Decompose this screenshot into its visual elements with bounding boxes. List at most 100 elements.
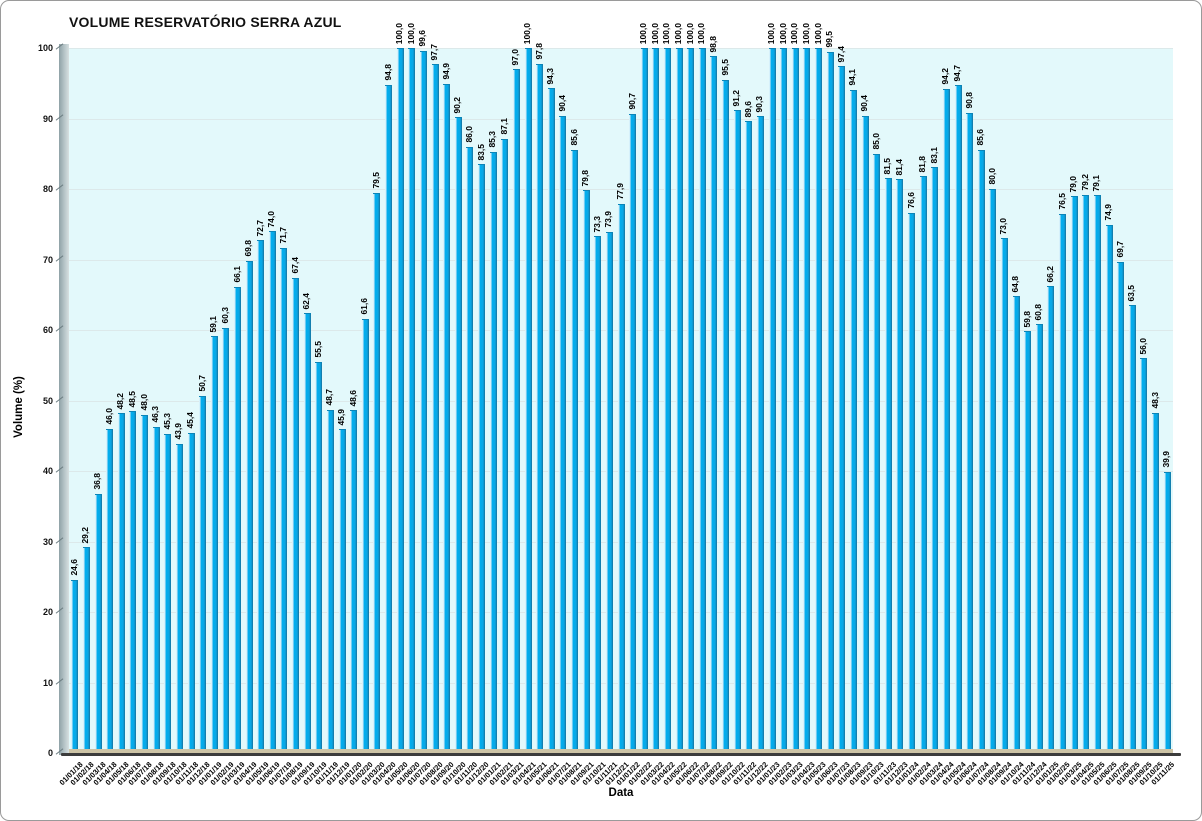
bar-value-label: 100,0: [777, 22, 788, 44]
bar: [687, 48, 695, 753]
bar-value-label: 100,0: [684, 22, 695, 44]
bar: [164, 433, 172, 753]
bar-value-label: 97,7: [429, 43, 440, 61]
bar-value-label: 60,3: [219, 307, 230, 324]
bar-value-label: 81,4: [893, 158, 904, 176]
x-axis-line: [61, 753, 1181, 756]
bar: [826, 51, 834, 753]
bar: [1024, 331, 1032, 753]
bar: [315, 361, 323, 753]
bar-value-label: 94,2: [940, 68, 951, 85]
bar: [431, 64, 439, 753]
bar-value-label: 94,1: [847, 69, 858, 86]
y-tick-label: 50: [42, 395, 53, 406]
bar: [791, 48, 799, 753]
bar-value-label: 94,7: [952, 64, 962, 82]
bar-value-label: 100,0: [649, 22, 660, 44]
bar: [1012, 296, 1020, 753]
bar-value-label: 67,4: [289, 257, 300, 274]
bar: [1152, 412, 1160, 753]
bar-value-label: 73,9: [603, 211, 614, 229]
bar-value-label: 79,5: [370, 171, 381, 189]
bar: [175, 443, 183, 753]
bar-value-label: 56,0: [1137, 337, 1148, 355]
bar-value-label: 60,8: [1033, 303, 1044, 321]
bar: [896, 179, 904, 753]
bar-value-label: 100,0: [661, 22, 672, 44]
bar-value-label: 100,0: [394, 22, 405, 44]
bar-value-label: 46,0: [103, 408, 114, 425]
bar-value-label: 81,5: [882, 157, 893, 175]
bar-value-label: 48,0: [138, 394, 149, 411]
bar-value-label: 99,6: [417, 30, 428, 47]
gridline: [69, 118, 1173, 120]
gridline: [69, 48, 1173, 49]
bar: [919, 176, 927, 753]
bar-value-label: 59,1: [208, 315, 219, 333]
bar-value-label: 59,8: [1021, 310, 1032, 328]
bar: [1000, 238, 1008, 753]
bar-value-label: 100,0: [766, 22, 777, 44]
bar-value-label: 94,3: [545, 67, 556, 85]
bar: [571, 149, 579, 753]
bar: [675, 48, 683, 753]
bar: [594, 236, 602, 753]
bar-value-label: 76,6: [905, 192, 916, 209]
axis-wall: [59, 44, 69, 755]
bar-value-label: 50,7: [196, 375, 207, 392]
bar: [71, 579, 79, 753]
bar-value-label: 74,9: [1103, 204, 1114, 221]
bar-value-label: 64,8: [1010, 275, 1021, 293]
bar: [768, 48, 776, 753]
bar: [756, 116, 764, 753]
bar-value-label: 29,2: [80, 526, 91, 544]
bar: [373, 192, 381, 753]
bar: [466, 146, 474, 753]
y-tick-label: 40: [42, 466, 53, 476]
bar: [292, 277, 300, 753]
bar: [257, 240, 265, 753]
bar: [1140, 358, 1148, 753]
bar: [501, 138, 509, 753]
bar: [1105, 224, 1113, 753]
bar: [408, 48, 416, 753]
bar-value-label: 87,1: [498, 118, 509, 135]
bar-value-label: 48,5: [126, 390, 137, 408]
y-tick-label: 100: [37, 43, 53, 53]
bar-value-label: 97,8: [533, 42, 544, 60]
bar: [326, 409, 334, 753]
bar: [478, 164, 486, 753]
bar: [582, 190, 590, 753]
bar: [629, 113, 637, 753]
bar: [966, 112, 974, 753]
bar: [141, 414, 149, 753]
bar-value-label: 36,8: [92, 473, 103, 490]
bar-value-label: 62,4: [301, 292, 312, 310]
bar: [931, 167, 939, 753]
bar-value-label: 89,6: [742, 100, 753, 118]
bar-value-label: 91,2: [731, 89, 742, 107]
bar-value-label: 100,0: [405, 22, 416, 44]
bar: [745, 121, 753, 753]
bar-value-label: 90,3: [754, 95, 765, 113]
bar-value-label: 63,5: [1126, 284, 1137, 302]
bar: [733, 110, 741, 753]
y-tick-label: 70: [42, 254, 53, 265]
bar-value-label: 90,2: [452, 96, 463, 114]
bar: [698, 48, 706, 753]
bar: [129, 411, 137, 753]
bar-value-label: 100,0: [673, 22, 684, 44]
bar-value-label: 73,0: [998, 217, 1009, 235]
bar-value-label: 85,3: [487, 131, 498, 148]
bar: [419, 50, 427, 753]
bar: [245, 260, 253, 753]
bar: [780, 48, 788, 753]
bar: [268, 231, 276, 753]
bar-value-label: 85,6: [568, 128, 579, 146]
bar: [884, 178, 892, 753]
bar-value-label: 100,0: [789, 22, 800, 44]
bar-value-label: 83,5: [475, 143, 486, 161]
bar-value-label: 48,7: [324, 389, 335, 406]
bar: [152, 426, 160, 753]
bar-value-label: 74,0: [266, 210, 277, 228]
